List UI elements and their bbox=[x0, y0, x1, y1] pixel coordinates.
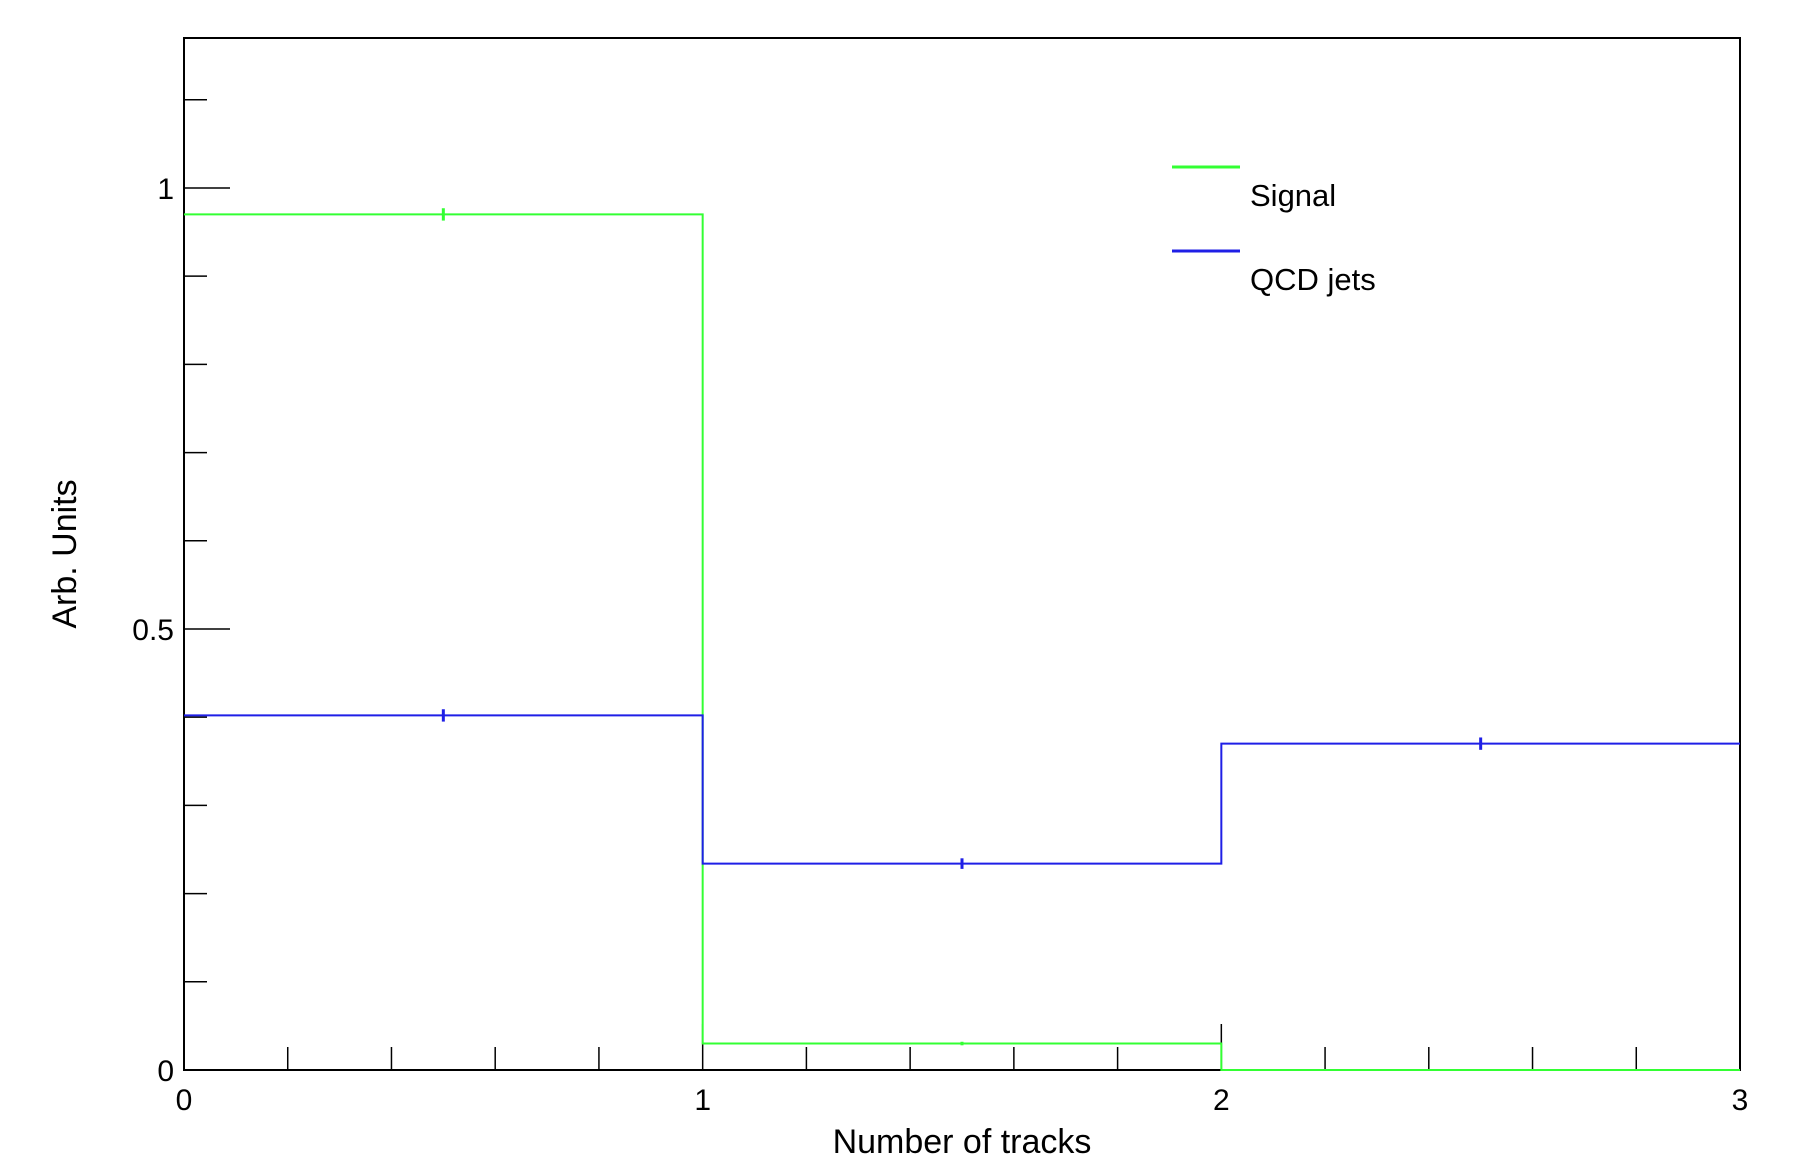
histogram-step-line bbox=[184, 714, 1740, 865]
legend: Signal QCD jets bbox=[1172, 165, 1376, 297]
x-tick-label: 0 bbox=[176, 1084, 193, 1117]
y-axis-title: Arb. Units bbox=[46, 479, 84, 628]
y-tick-label: 1 bbox=[157, 173, 174, 206]
x-tick-label: 2 bbox=[1213, 1084, 1230, 1117]
y-tick-label: 0 bbox=[157, 1055, 174, 1088]
legend-label: QCD jets bbox=[1250, 262, 1376, 297]
series-signal bbox=[184, 208, 1740, 1071]
y-tick-label: 0.5 bbox=[132, 614, 174, 647]
x-axis-title: Number of tracks bbox=[833, 1123, 1092, 1161]
histogram-step-line bbox=[184, 213, 1740, 1071]
series-qcd-jets bbox=[184, 709, 1740, 869]
x-tick-label: 1 bbox=[694, 1084, 711, 1117]
x-tick-label: 3 bbox=[1732, 1084, 1749, 1117]
plot-frame bbox=[183, 37, 1741, 1071]
legend-label: Signal bbox=[1250, 178, 1336, 213]
tick-labels: 0 0.5 1 0 1 2 3 bbox=[132, 173, 1748, 1117]
series-layer bbox=[184, 208, 1740, 1071]
axis-ticks bbox=[183, 98, 1741, 1071]
